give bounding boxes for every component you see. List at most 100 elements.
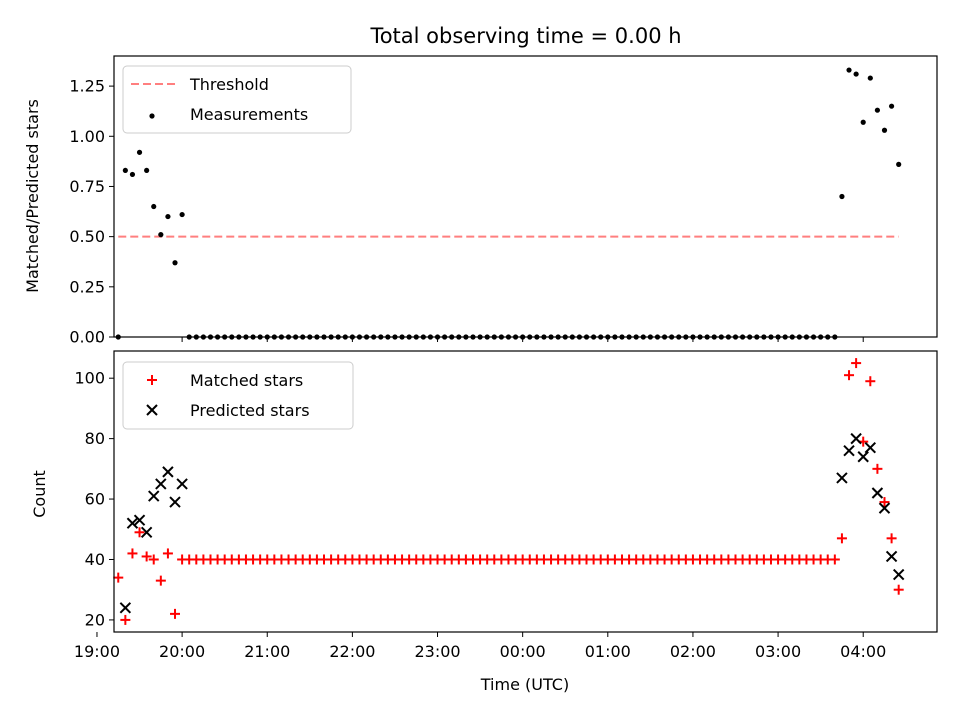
measurement-point (853, 71, 859, 77)
predicted-point (836, 472, 848, 484)
legend-plus-marker (147, 375, 157, 385)
y-tick-label: 0.25 (69, 277, 105, 296)
matched-point (851, 358, 862, 369)
predicted-point (850, 432, 862, 445)
predicted-point (878, 502, 891, 514)
legend-threshold-label: Threshold (189, 75, 269, 94)
measurement-point (881, 127, 888, 133)
bottom-axes-frame (113, 350, 938, 633)
matched-point (113, 572, 124, 583)
measurement-point (846, 67, 852, 73)
predicted-point (885, 550, 898, 563)
predicted-point (119, 602, 132, 614)
matched-point (865, 376, 876, 387)
top-axes-frame (113, 55, 938, 338)
x-tick-label: 19:00 (74, 642, 120, 661)
predicted-point (871, 487, 884, 499)
y-tick-label: 40 (85, 550, 105, 569)
measurement-point (896, 161, 902, 167)
predicted-point (864, 441, 877, 454)
measurement-point (165, 213, 171, 220)
top-y-ticks: 0.00 0.25 0.50 0.75 1.00 1.25 (69, 77, 114, 347)
measurement-point (874, 107, 881, 113)
y-tick-label: 80 (85, 429, 105, 448)
predicted-point (169, 496, 181, 508)
legend-measurements-label: Measurements (190, 105, 308, 124)
legend-predicted-label: Predicted stars (190, 401, 310, 420)
predicted-point (126, 517, 139, 529)
chart-title: Total observing time = 0.00 h (369, 24, 681, 48)
predicted-point (140, 526, 153, 538)
legend-matched-swatch (147, 375, 157, 385)
bottom-ylabel: Count (30, 470, 49, 518)
predicted-point (892, 568, 905, 581)
measurement-point (129, 171, 136, 178)
x-tick-label: 04:00 (840, 642, 886, 661)
bottom-legend-box (122, 361, 354, 430)
matched-point (148, 554, 159, 565)
measurement-point (172, 260, 178, 266)
top-panel: 0.00 0.25 0.50 0.75 1.00 1.25 Matched/Predict… (23, 55, 938, 347)
top-ylabel: Matched/Predicted stars (23, 99, 42, 293)
x-tick-label: 01:00 (585, 642, 631, 661)
x-tick-label: 22:00 (329, 642, 375, 661)
matched-point (170, 608, 181, 619)
measurement-point (867, 75, 873, 81)
predicted-point (176, 478, 188, 490)
matched-point (844, 370, 855, 381)
x-tick-label: 03:00 (755, 642, 801, 661)
matched-point (829, 554, 840, 565)
legend-measurements-swatch (149, 113, 155, 119)
predicted-point (148, 490, 160, 502)
y-tick-label: 0.75 (69, 177, 105, 196)
predicted-point (843, 445, 855, 457)
x-tick-label: 20:00 (159, 642, 205, 661)
predicted-point (162, 466, 174, 478)
y-tick-label: 1.00 (69, 127, 105, 146)
bottom-plot-area (113, 358, 905, 625)
matched-point (162, 548, 173, 559)
x-tick-label: 02:00 (670, 642, 716, 661)
measurement-point (860, 119, 866, 125)
measurement-point (151, 203, 157, 210)
y-tick-label: 100 (74, 369, 105, 388)
measurement-point (122, 167, 128, 174)
predicted-point (857, 451, 869, 463)
measurement-point (839, 193, 845, 200)
matched-point (134, 527, 145, 538)
matched-point (155, 575, 166, 586)
bottom-y-ticks: 20 40 60 80 100 (74, 369, 114, 629)
matched-point (141, 551, 152, 562)
measurement-point (179, 211, 185, 218)
measurement-point (144, 167, 150, 174)
matched-point (872, 463, 883, 474)
x-tick-label: 00:00 (500, 642, 546, 661)
legend-x-marker (146, 404, 158, 416)
bottom-x-ticks: 19:00 20:00 21:00 22:00 23:00 00:00 01:00 02:00… (74, 632, 886, 661)
measurement-point (158, 232, 164, 238)
measurement-point (136, 149, 143, 155)
x-tick-label: 23:00 (414, 642, 460, 661)
predicted-point (133, 514, 146, 526)
measurement-point (888, 103, 895, 109)
y-tick-label: 0.00 (69, 328, 105, 347)
matched-point (127, 548, 138, 559)
legend-matched-label: Matched stars (190, 371, 303, 390)
matched-point (886, 533, 897, 544)
bottom-panel: 20 40 60 80 100 19:00 20:00 21:00 22:00 23:00 00:… (30, 350, 938, 694)
top-legend-box (122, 65, 352, 134)
matched-point (120, 614, 131, 625)
bottom-legend: Matched stars Predicted stars (122, 361, 354, 430)
top-legend: Threshold Measurements (122, 65, 352, 134)
matched-point (893, 584, 904, 595)
legend-predicted-swatch (146, 404, 158, 416)
y-tick-label: 60 (85, 490, 105, 509)
y-tick-label: 20 (85, 610, 105, 629)
x-tick-label: 21:00 (244, 642, 290, 661)
predicted-point (155, 478, 167, 490)
x-axis-label: Time (UTC) (480, 675, 569, 694)
y-tick-label: 1.25 (69, 77, 105, 96)
matched-point (879, 497, 890, 508)
matched-point (836, 533, 847, 544)
